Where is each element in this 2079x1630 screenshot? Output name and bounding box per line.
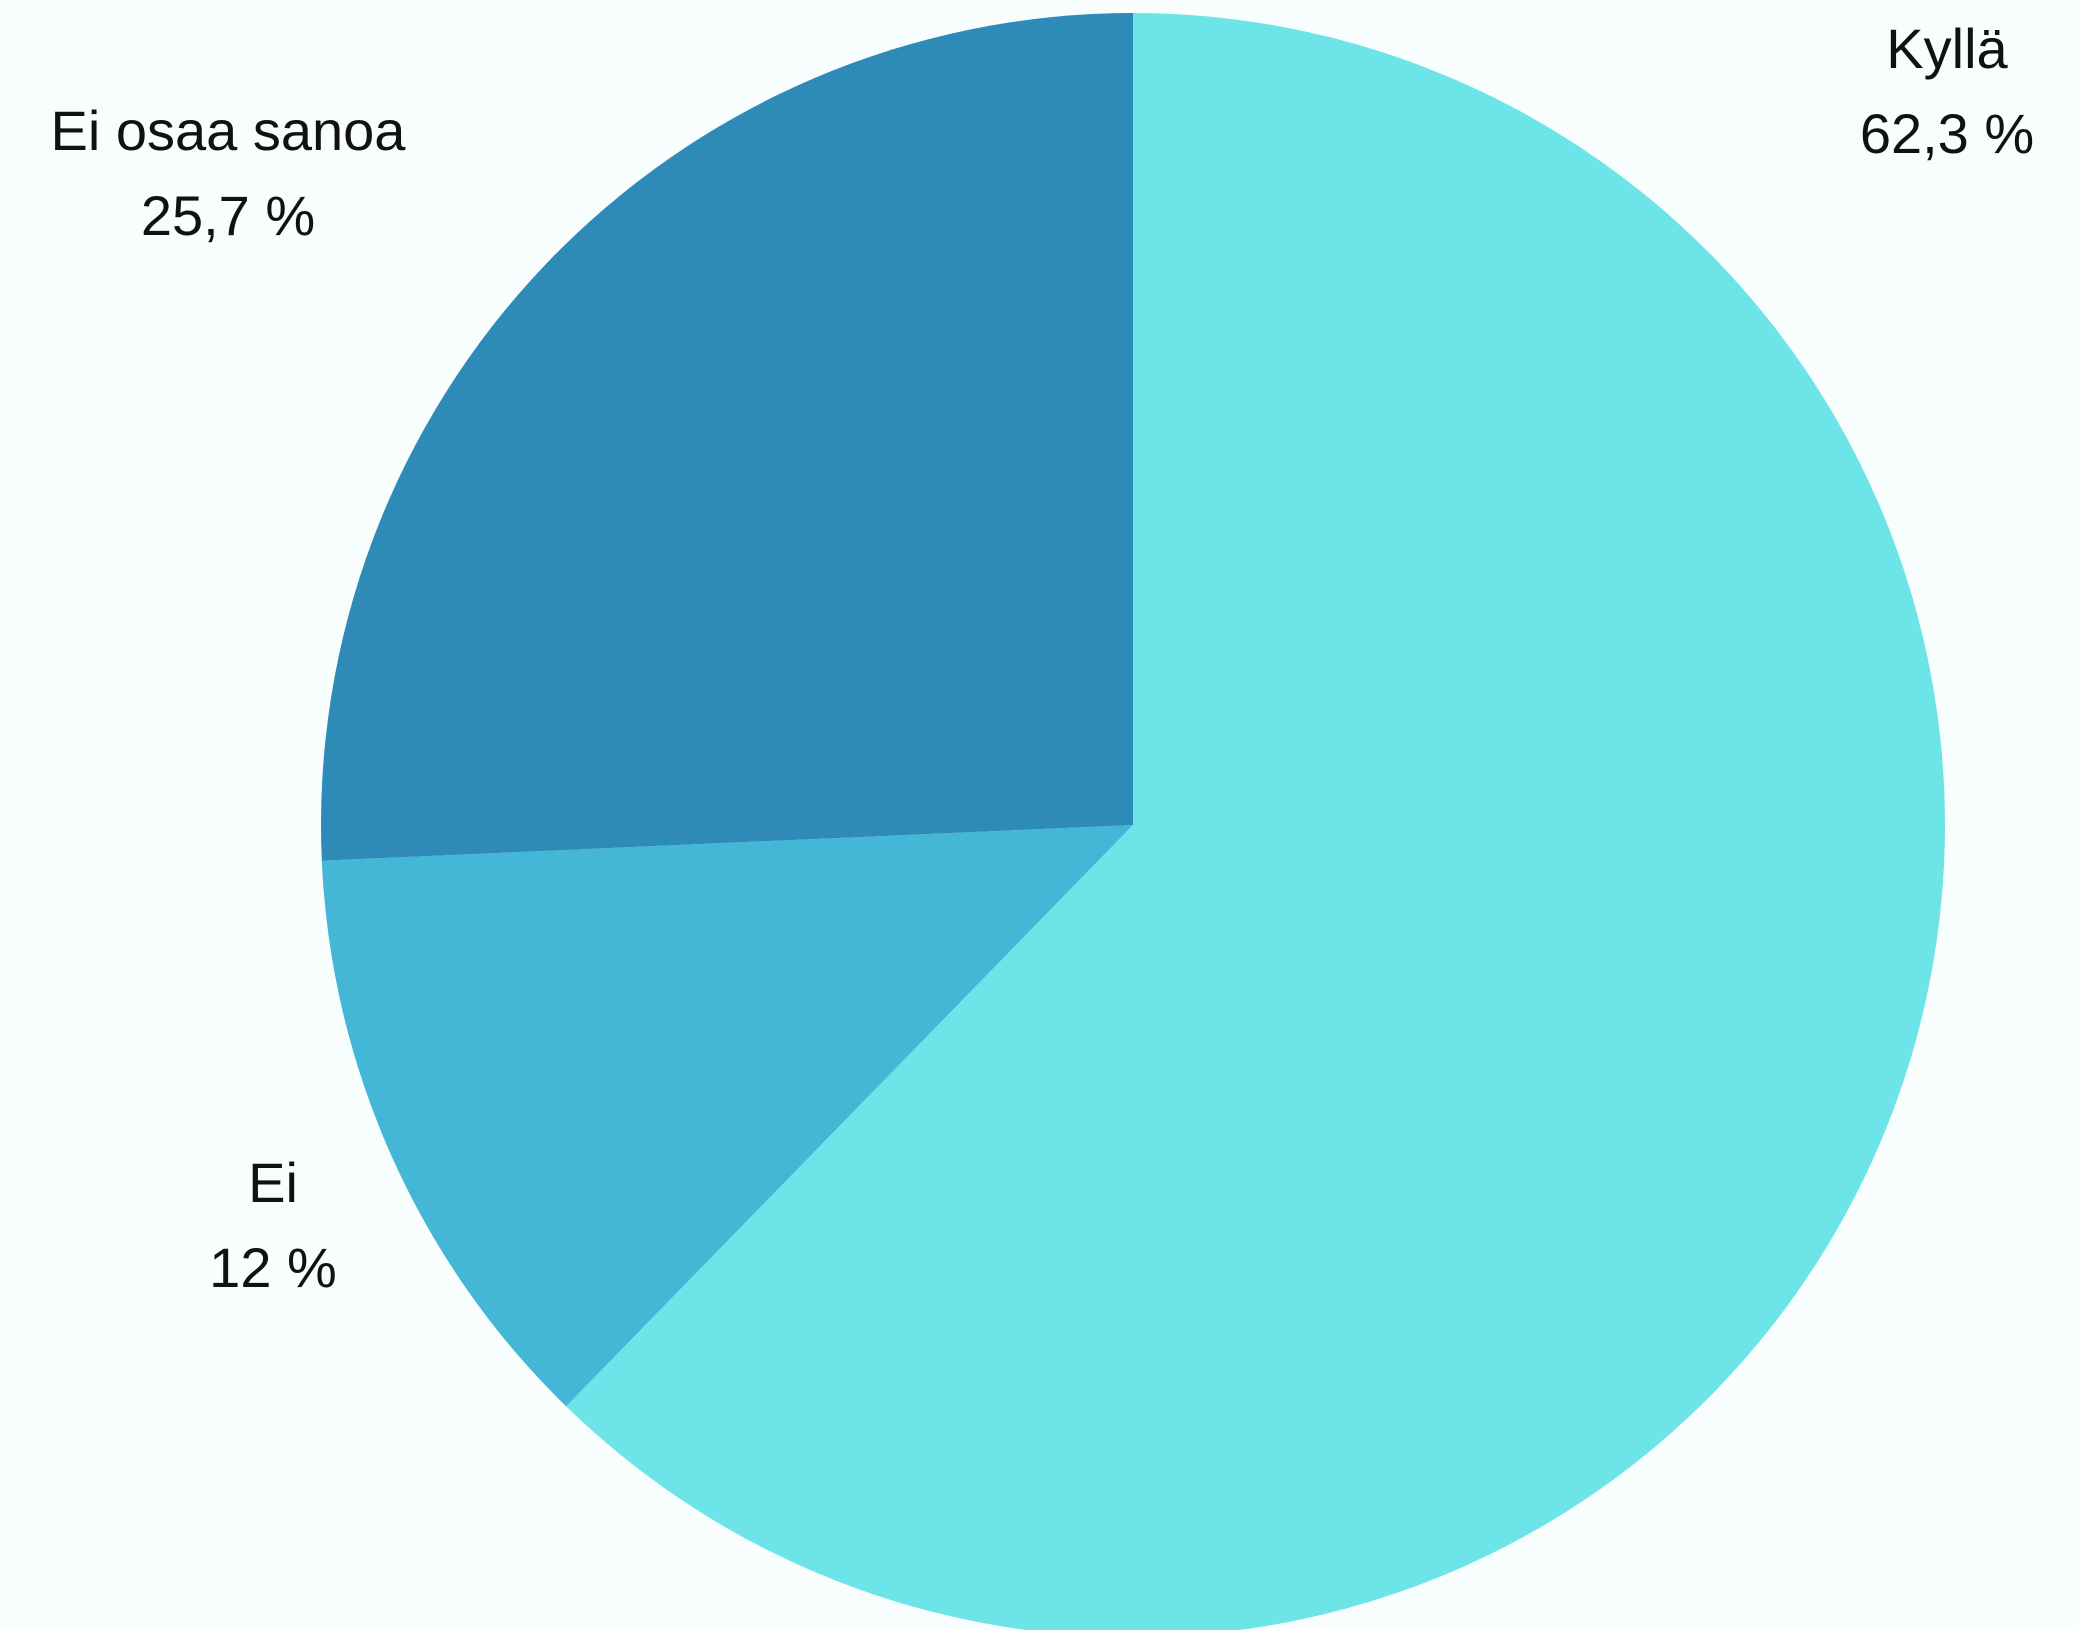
slice-value-label: 12 % [209,1236,337,1299]
pie-slices [321,12,1945,1630]
slice-label: Ei [248,1151,298,1214]
pie-labels: Kyllä 62,3 % Ei 12 % Ei osaa sanoa 25,7 % [51,17,2035,1299]
pie-slice-ei [321,825,1133,1407]
slice-value-label: 25,7 % [141,184,315,247]
pie-slice-ei-osaa-sanoa [321,12,1133,861]
slice-label: Ei osaa sanoa [51,99,407,162]
slice-value-label: 62,3 % [1860,102,2034,165]
pie-slice-kyllä [566,13,1945,1630]
slice-label: Kyllä [1886,17,2008,80]
